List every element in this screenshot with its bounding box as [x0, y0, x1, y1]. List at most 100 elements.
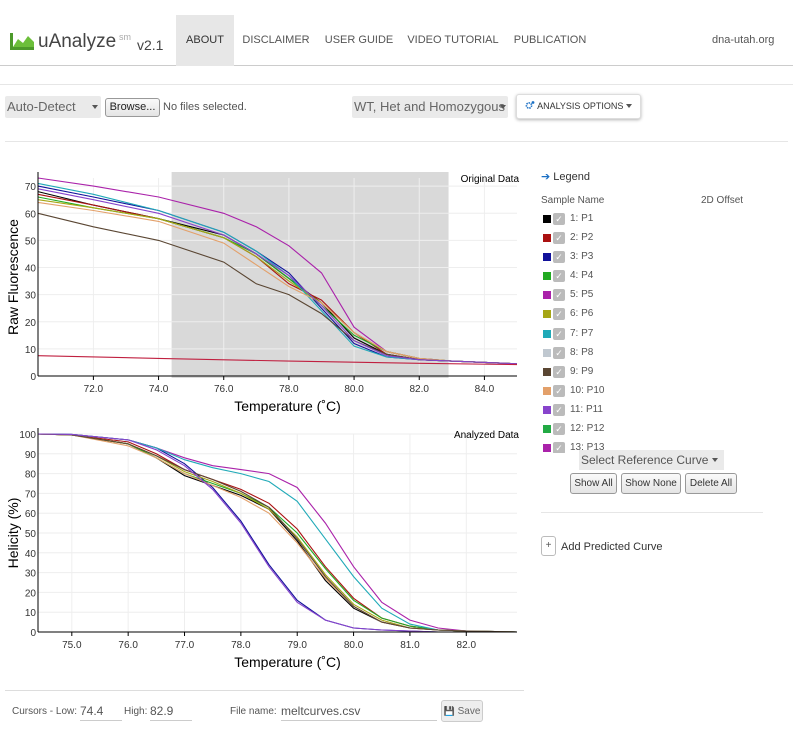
legend-checkbox[interactable]: ✓ [553, 213, 565, 225]
nav-domain-link[interactable]: dna-utah.org [712, 34, 775, 46]
brand-version: v2.1 [137, 37, 164, 53]
nav-disclaimer[interactable]: DISCLAIMER [242, 34, 310, 46]
legend-label: 3: P3 [570, 251, 594, 263]
legend-checkbox[interactable]: ✓ [553, 251, 565, 264]
analysis-options-button[interactable]: ANALYSIS OPTIONS [516, 94, 641, 119]
add-predicted-curve-button[interactable]: + [541, 536, 556, 556]
legend-checkbox[interactable]: ✓ [553, 346, 565, 359]
series-line [37, 433, 518, 633]
x-tick-label: 80.0 [344, 384, 364, 395]
y-tick-label: 50 [25, 236, 37, 247]
legend-item[interactable]: ✓ 12: P12 [541, 418, 771, 437]
legend-swatch [543, 386, 551, 395]
x-tick-label: 82.0 [457, 640, 477, 651]
nav-publication[interactable]: PUBLICATION [513, 34, 587, 46]
x-tick-label: 78.0 [231, 640, 251, 651]
legend-checkbox[interactable]: ✓ [553, 232, 565, 245]
legend-swatch [543, 405, 551, 414]
nav-video-tutorial[interactable]: VIDEO TUTORIAL [407, 34, 499, 46]
legend-item[interactable]: ✓ 10: P10 [541, 380, 771, 399]
instrument-select[interactable]: Auto-Detect [5, 96, 101, 118]
x-tick-label: 78.0 [279, 384, 299, 395]
y-tick-label: 10 [25, 608, 37, 619]
legend-item[interactable]: ✓ 7: P7 [541, 323, 771, 342]
legend-toggle[interactable]: ➔ Legend [541, 170, 590, 183]
x-axis-label: Temperature (˚C) [234, 398, 341, 414]
legend-header-offset: 2D Offset [701, 195, 744, 206]
legend-checkbox[interactable]: ✓ [553, 365, 565, 378]
cursors-low-label: Cursors - Low: [12, 706, 78, 717]
file-name-input[interactable]: meltcurves.csv [281, 701, 437, 721]
save-button[interactable]: 💾 Save [441, 700, 483, 722]
x-tick-label: 76.0 [118, 640, 138, 651]
browse-button[interactable]: Browse... [105, 98, 160, 117]
x-tick-label: 82.0 [410, 384, 430, 395]
legend-checkbox[interactable]: ✓ [553, 308, 565, 321]
floppy-disk-icon: 💾 [443, 706, 455, 716]
legend-checkbox[interactable]: ✓ [553, 289, 565, 302]
series-line [37, 355, 518, 366]
genotype-select[interactable]: WT, Het and Homozygous [352, 96, 508, 118]
legend-item[interactable]: ✓ 4: P4 [541, 265, 771, 284]
legend-label: 4: P4 [570, 270, 594, 282]
legend-list[interactable]: ✓ 1: P1 ✓ 2: P2 ✓ 3: P3 ✓ 4: P4 ✓ 5: P5 ✓ 6: P6 ✓ 7: … [541, 208, 771, 453]
legend-checkbox[interactable]: ✓ [553, 384, 565, 397]
analyzed-data-chart[interactable]: 75.0 76.0 77.0 78.0 79.0 80.0 81.0 82.0 0 10 20 30 4… [0, 424, 530, 676]
show-none-button[interactable]: Show None [621, 473, 681, 494]
chart-title: Analyzed Data [454, 430, 519, 441]
nav-about[interactable]: ABOUT [176, 15, 234, 66]
legend-swatch [543, 253, 551, 262]
legend-item[interactable]: ✓ 8: P8 [541, 342, 771, 361]
legend-item[interactable]: ✓ 2: P2 [541, 227, 771, 246]
legend-swatch [543, 348, 551, 357]
y-tick-label: 90 [25, 450, 37, 461]
legend-item[interactable]: ✓ 1: P1 [541, 208, 771, 227]
divider [5, 141, 788, 142]
legend-item[interactable]: ✓ 3: P3 [541, 246, 771, 265]
reference-curve-select[interactable]: Select Reference Curve [579, 450, 724, 470]
analysis-options-label: ANALYSIS OPTIONS [537, 101, 624, 111]
y-tick-label: 50 [25, 529, 37, 540]
cursor-high-input[interactable]: 82.9 [150, 701, 192, 721]
x-tick-label: 77.0 [175, 640, 195, 651]
analysis-region [171, 172, 449, 378]
legend-item[interactable]: ✓ 5: P5 [541, 284, 771, 303]
cursor-low-input[interactable]: 74.4 [80, 701, 122, 721]
legend-label: 12: P12 [570, 423, 605, 435]
legend-checkbox[interactable]: ✓ [553, 442, 565, 453]
legend-swatch [543, 215, 551, 223]
y-tick-label: 20 [25, 318, 37, 329]
caret-down-icon [92, 105, 98, 109]
original-data-chart[interactable]: 72.0 74.0 76.0 78.0 80.0 82.0 84.0 0 10 20 30 40 50 6… [0, 160, 530, 422]
legend-checkbox[interactable]: ✓ [553, 270, 565, 283]
y-tick-label: 100 [19, 430, 36, 441]
series-line [37, 433, 518, 633]
legend-item[interactable]: ✓ 6: P6 [541, 303, 771, 322]
legend-swatch [543, 444, 551, 453]
divider [0, 84, 793, 85]
brand-name[interactable]: uAnalyze [38, 31, 117, 52]
file-status: No files selected. [163, 101, 247, 113]
legend-item[interactable]: ✓ 9: P9 [541, 361, 771, 380]
cursors-high-label: High: [124, 706, 148, 717]
show-all-button[interactable]: Show All [570, 473, 617, 494]
legend-label: 7: P7 [570, 327, 594, 339]
legend-label: 1: P1 [570, 213, 594, 224]
delete-all-button[interactable]: Delete All [685, 473, 737, 494]
y-tick-label: 70 [25, 182, 37, 193]
caret-down-icon [500, 105, 506, 109]
chart-title: Original Data [461, 174, 520, 185]
nav-user-guide[interactable]: USER GUIDE [324, 34, 394, 46]
legend-swatch [543, 291, 551, 300]
legend-checkbox[interactable]: ✓ [553, 423, 565, 436]
y-tick-label: 60 [25, 209, 37, 220]
y-tick-label: 30 [25, 569, 37, 580]
legend-checkbox[interactable]: ✓ [553, 327, 565, 340]
y-tick-label: 40 [25, 264, 37, 275]
y-tick-label: 10 [25, 345, 37, 356]
legend-swatch [543, 367, 551, 376]
legend-checkbox[interactable]: ✓ [553, 403, 565, 416]
legend-item[interactable]: ✓ 11: P11 [541, 399, 771, 418]
legend-swatch [543, 310, 551, 319]
legend-item[interactable]: ✓ 13: P13 [541, 437, 771, 453]
